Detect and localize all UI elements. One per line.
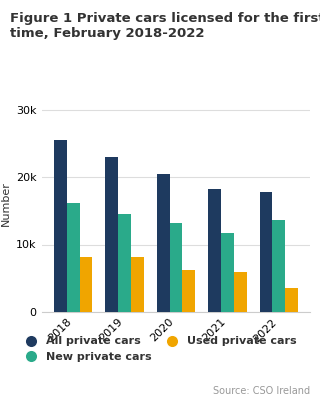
Text: Figure 1 Private cars licensed for the first
time, February 2018-2022: Figure 1 Private cars licensed for the f… bbox=[10, 12, 320, 40]
Bar bbox=[182, 270, 195, 312]
Bar bbox=[80, 257, 92, 312]
Bar bbox=[234, 272, 247, 312]
Bar bbox=[260, 192, 272, 312]
Bar bbox=[67, 203, 80, 312]
Bar bbox=[54, 140, 67, 312]
Bar bbox=[157, 174, 170, 312]
Bar bbox=[105, 157, 118, 312]
Legend: All private cars, New private cars, Used private cars: All private cars, New private cars, Used… bbox=[15, 332, 301, 366]
Y-axis label: Number: Number bbox=[1, 182, 11, 226]
Text: Source: CSO Ireland: Source: CSO Ireland bbox=[213, 386, 310, 396]
Bar bbox=[170, 223, 182, 312]
Bar bbox=[131, 257, 144, 312]
Bar bbox=[118, 214, 131, 312]
Bar bbox=[285, 288, 298, 312]
Bar bbox=[221, 233, 234, 312]
Bar bbox=[272, 220, 285, 312]
Bar bbox=[208, 189, 221, 312]
